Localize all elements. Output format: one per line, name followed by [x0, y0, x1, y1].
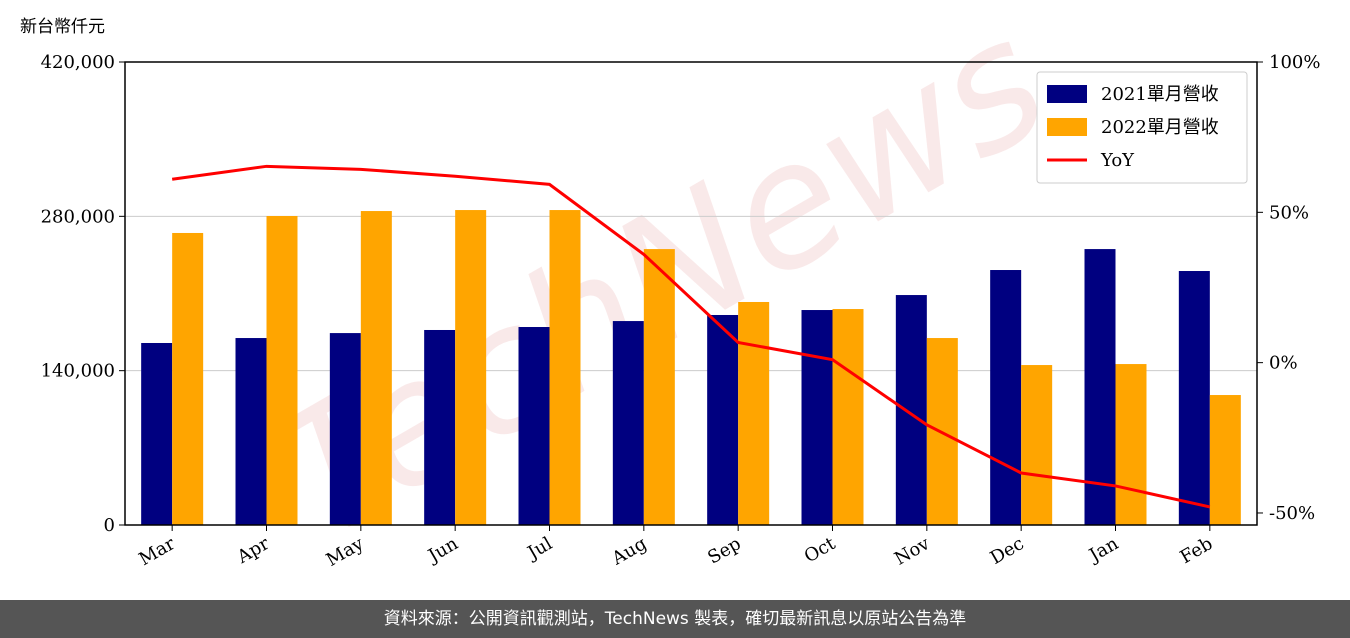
- bar: [141, 342, 173, 525]
- plot-frame: [124, 61, 1258, 526]
- bar: [266, 216, 298, 525]
- bar: [612, 321, 644, 525]
- bar: [549, 210, 581, 526]
- bar: [707, 314, 739, 525]
- x-tick-label: Nov: [891, 533, 934, 570]
- bar: [360, 211, 392, 525]
- bar: [1084, 249, 1116, 526]
- x-tick-label: Jul: [522, 533, 556, 565]
- bar: [643, 249, 675, 526]
- x-tick-label: Sep: [704, 533, 744, 568]
- legend-swatch: [1047, 118, 1087, 136]
- bar: [1178, 271, 1210, 525]
- bar: [990, 270, 1022, 525]
- line: [171, 164, 1211, 509]
- legend-label: YoY: [1100, 150, 1135, 171]
- source-footer: 資料來源：公開資訊觀測站，TechNews 製表，確切最新訊息以原站公告為準: [0, 600, 1350, 638]
- bar: [172, 232, 204, 525]
- y-tick-label: 0: [104, 515, 115, 536]
- y-tick-label: 420,000: [41, 52, 115, 73]
- legend-box: [1036, 71, 1248, 184]
- y-tick-label: 140,000: [41, 361, 115, 382]
- x-tick-label: Apr: [233, 533, 273, 568]
- y-axis-label: 新台幣仟元: [20, 17, 105, 37]
- chart: 新台幣仟元 TechNews 0140,000280,000420,000-50…: [20, 0, 1320, 578]
- x-tick-label: Mar: [135, 533, 179, 570]
- y2-tick-label: 0%: [1269, 353, 1298, 374]
- x-tick-label: Oct: [801, 533, 840, 568]
- bar: [832, 309, 864, 525]
- bar: [424, 329, 456, 525]
- y2-tick-label: -50%: [1269, 503, 1315, 524]
- y2-tick-label: 100%: [1269, 52, 1320, 73]
- bar: [801, 310, 833, 525]
- bar: [895, 295, 927, 525]
- legend-label: 2021單月營收: [1101, 84, 1219, 105]
- legend-swatch: [1047, 85, 1087, 103]
- x-tick-label: Dec: [987, 533, 1028, 569]
- x-tick-label: Jun: [423, 533, 462, 568]
- bar: [738, 301, 770, 525]
- y2-tick-label: 50%: [1269, 202, 1309, 223]
- bar: [1021, 365, 1053, 525]
- bar: [455, 210, 487, 526]
- x-tick-label: Feb: [1177, 533, 1217, 568]
- x-tick-label: Jan: [1084, 533, 1122, 567]
- y-tick-label: 280,000: [41, 206, 115, 227]
- legend-label: 2022單月營收: [1101, 117, 1219, 138]
- bar: [1209, 395, 1241, 525]
- bar: [329, 333, 361, 525]
- bar: [1115, 364, 1147, 525]
- bar: [518, 327, 550, 525]
- bar: [235, 338, 267, 525]
- x-tick-label: Aug: [608, 533, 651, 570]
